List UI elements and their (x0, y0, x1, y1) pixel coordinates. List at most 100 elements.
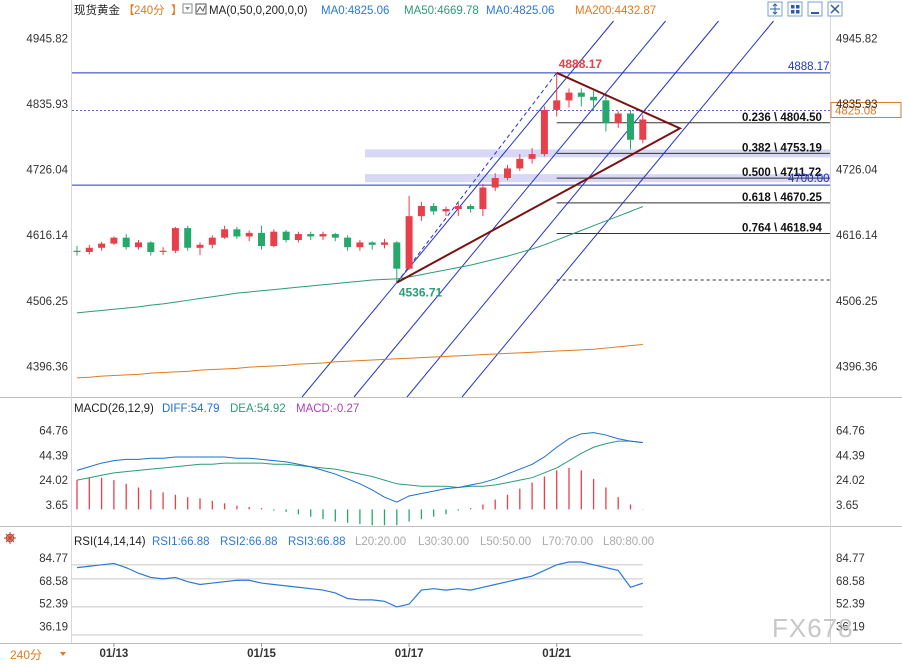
candle-body (614, 113, 622, 124)
main-left-tick: 4835.93 (26, 99, 68, 111)
rsi1-value: RSI1:66.88 (152, 536, 210, 548)
candle-body (282, 231, 290, 241)
minimize-icon[interactable] (807, 1, 823, 17)
ma200-value: MA200:4432.87 (575, 5, 656, 17)
watermark: FX678 (772, 613, 854, 643)
fib-label: 0.382 \ 4753.19 (742, 142, 822, 154)
macd-left-tick: 44.39 (39, 450, 68, 462)
main-left-tick: 4506.25 (26, 296, 68, 308)
rsi3-value: RSI3:66.88 (288, 536, 346, 548)
candle-body (602, 100, 610, 124)
main-left-tick: 4726.04 (26, 165, 68, 177)
candle-body (147, 242, 155, 252)
macd-left-tick: 24.02 (39, 475, 68, 487)
candle-body (122, 237, 130, 248)
macd-diff-line (76, 432, 643, 503)
fib-label: 0.618 \ 4670.25 (742, 192, 823, 204)
main-right-tick: 4616.14 (836, 230, 878, 242)
ma50-line (76, 206, 643, 314)
candle-body (454, 206, 462, 209)
candle-body (491, 177, 499, 188)
x-axis-date: 01/13 (100, 648, 129, 660)
settings-icon[interactable] (4, 532, 16, 544)
macd-left-tick: 3.65 (46, 500, 68, 512)
current-price-label: 4825.08 (835, 105, 877, 117)
main-left-tick: 4396.36 (26, 361, 68, 373)
rsi-l70: L70:70.00 (542, 536, 593, 548)
channel-line (406, 20, 719, 398)
period-label[interactable]: 240分 (134, 4, 165, 17)
x-axis-date: 01/17 (395, 648, 424, 660)
indicator-icon[interactable] (195, 3, 207, 15)
channel-line (461, 20, 774, 398)
fib-label: 0.236 \ 4804.50 (742, 112, 822, 124)
candle-body (98, 243, 106, 248)
candle-body (577, 92, 585, 97)
main-right-tick: 4396.36 (836, 361, 878, 373)
x-axis-date: 01/15 (247, 648, 276, 660)
rsi-l20: L20:20.00 (355, 536, 406, 548)
macd-dea-value: DEA:54.92 (230, 403, 286, 415)
rsi-l80: L80:80.00 (603, 536, 654, 548)
candle-body (171, 228, 179, 251)
main-right-tick: 4945.82 (836, 33, 878, 45)
ma0-value-b: MA0:4825.06 (486, 5, 554, 17)
candle-body (294, 234, 302, 241)
reference-level-label: 4700.00 (788, 173, 830, 185)
macd-title: MACD(26,12,9) (74, 403, 154, 415)
low-high-connector (396, 72, 558, 283)
fib-label: 0.500 \ 4711.72 (742, 167, 821, 179)
rsi-title: RSI(14,14,14) (74, 536, 146, 548)
candle-body (85, 247, 93, 252)
grid-icon[interactable] (787, 1, 803, 17)
triangle-pattern (396, 71, 683, 284)
candle-body (442, 209, 450, 212)
main-header: 现货黄金 【 240分 】 MA(0,50,0,200,0,0) MA0:482… (74, 3, 656, 17)
candle-body (233, 229, 241, 237)
fib-label: 0.764 \ 4618.94 (742, 223, 823, 235)
candle-body (319, 234, 327, 237)
symbol-name: 现货黄金 (74, 3, 120, 17)
indicator-glyph-icon (196, 5, 206, 13)
candle-body (504, 168, 511, 178)
bottom-period-label[interactable]: 240分 (10, 648, 42, 662)
close-icon[interactable] (827, 1, 843, 17)
main-left-tick: 4945.82 (26, 33, 68, 45)
candle-body (565, 92, 573, 101)
macd-dea-line (76, 440, 643, 488)
candle-body (528, 154, 536, 159)
dropdown-icon[interactable] (182, 3, 193, 14)
rsi-right-tick: 68.58 (836, 576, 865, 588)
candle-body (135, 242, 142, 248)
chevron-down-icon (60, 652, 66, 656)
reference-level-label: 4888.17 (788, 61, 830, 73)
candle-body (627, 113, 634, 140)
channel-line (353, 20, 666, 398)
macd-left-tick: 64.76 (39, 425, 68, 437)
rsi-left-tick: 84.77 (39, 553, 68, 565)
rsi-header: RSI(14,14,14) RSI1:66.88 RSI2:66.88 RSI3… (4, 532, 654, 548)
rsi-left-tick: 36.19 (39, 621, 68, 633)
main-right-tick: 4506.25 (836, 296, 878, 308)
candle-body (184, 228, 192, 248)
period-bracket-open: 【 (123, 4, 135, 17)
candle-body (331, 234, 339, 238)
candle-body (393, 242, 401, 269)
candle-body (430, 206, 438, 212)
period-bracket-close: 】 (171, 4, 183, 17)
candle-body (356, 242, 364, 248)
rsi-l30: L30:30.00 (418, 536, 469, 548)
macd-header: MACD(26,12,9) DIFF:54.79 DEA:54.92 MACD:… (74, 403, 359, 415)
candle-body (540, 109, 548, 155)
candle-body (110, 237, 118, 244)
expand-icon[interactable] (767, 1, 783, 17)
rsi-right-tick: 36.19 (836, 621, 865, 633)
high-price-label: 4888.17 (559, 57, 603, 71)
candle-body (221, 229, 229, 238)
toolbar (767, 1, 843, 17)
rsi-right-tick: 52.39 (836, 599, 865, 611)
candle-body (258, 232, 265, 247)
main-panel-lines (72, 20, 830, 398)
ma-params: MA(0,50,0,200,0,0) (209, 5, 308, 17)
bottom-period-selector[interactable]: 240分 (10, 648, 66, 662)
